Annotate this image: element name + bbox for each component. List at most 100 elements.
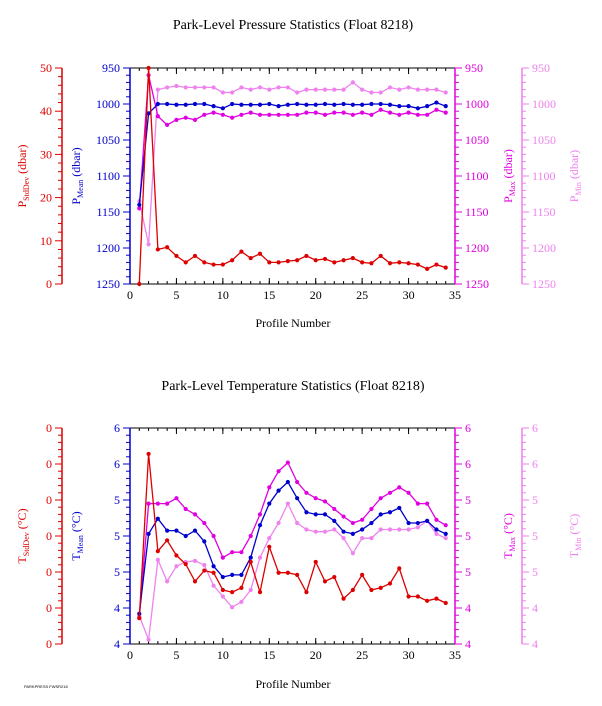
std-data-point [230,258,235,263]
x-tick-label: 30 [403,288,415,302]
min-data-point [387,527,393,532]
mean-data-point [211,564,216,569]
max-axis-label-unit: (dbar) [501,149,515,181]
max-data-point [350,112,355,117]
std-data-point [313,258,318,263]
mean-series-line [138,480,446,614]
std-data-point [332,260,337,265]
std-axis-tick-label: 0 [46,493,52,507]
min-axis-tick-label: 1250 [532,277,556,291]
std-axis-tick-label: 40 [40,104,52,118]
std-data-point [192,253,198,259]
mean-data-point [378,512,383,517]
mean-data-point [220,574,225,580]
mean-data-point [443,531,448,536]
min-data-point [415,525,420,530]
x-tick-label: 35 [449,648,461,662]
std-axis-tick-label: 0 [46,601,52,615]
max-data-point [341,514,346,519]
mean-data-point [360,527,365,532]
mean-data-point [304,102,309,107]
max-data-point [322,499,328,504]
mean-data-point [434,527,439,532]
std-data-point [211,570,216,575]
max-data-point [369,112,374,117]
mean-series-line [138,101,446,205]
max-data-point [230,550,235,555]
min-data-point [341,536,346,541]
max-data-point [137,206,142,211]
std-series-line [138,453,446,619]
mean-data-point [425,104,430,109]
max-data-point [443,110,448,115]
min-data-point [202,563,207,568]
max-data-point [387,490,393,495]
std-data-point [360,572,365,577]
std-data-point [406,261,411,266]
min-data-point [378,90,383,95]
mean-data-point [248,102,253,107]
max-data-point [230,115,235,120]
max-data-point [155,114,160,119]
std-data-point [322,579,328,584]
mean-data-point [165,528,170,533]
std-data-point [425,266,430,271]
max-data-point [211,110,216,115]
min-data-point [192,85,198,90]
min-axis-tick-label: 1000 [532,97,556,111]
mean-data-point [137,202,142,207]
mean-data-point [146,111,151,116]
max-data-point [183,115,188,120]
x-tick-label: 30 [403,648,415,662]
mean-data-point [425,518,430,523]
mean-data-point [415,106,420,111]
max-data-point [165,122,170,127]
std-data-point [202,260,207,265]
max-axis-label: PMax (dbar) [501,149,517,203]
mean-data-point [155,516,160,521]
min-axis-label-unit: (dbar) [567,150,581,182]
max-data-point [257,512,263,517]
min-axis-label: TMin (°C) [567,514,583,558]
max-data-point [406,110,411,115]
mean-data-point [220,106,225,111]
x-tick-label: 15 [263,288,275,302]
mean-data-point [304,510,309,515]
mean-axis-label-unit: (°C) [69,511,83,535]
min-axis-tick-label: 4 [532,601,538,615]
min-data-point [360,536,365,541]
max-data-point [425,112,430,117]
mean-axis-tick-label: 6 [114,457,120,471]
max-data-point [257,112,263,117]
min-data-point [211,583,216,588]
max-axis-label: TMax (°C) [501,513,517,559]
std-data-point [276,260,281,265]
max-data-point [174,117,179,122]
std-data-point [248,559,253,565]
std-data-point [304,590,309,595]
std-axis-label-main: T [15,556,29,564]
x-tick-label: 25 [356,648,368,662]
mean-axis-tick-label: 1000 [96,97,120,111]
max-axis-tick-label: 1100 [465,169,489,183]
max-data-point [165,501,170,506]
std-data-point [211,262,216,267]
min-data-point [174,83,179,89]
min-data-point [146,637,151,642]
min-axis-label-unit: (°C) [567,514,581,538]
max-data-point [248,110,253,115]
max-series-line [138,75,446,209]
mean-axis-tick-label: 5 [114,565,120,579]
std-axis-label-unit: (dbar) [15,144,29,176]
max-axis-tick-label: 950 [465,61,483,75]
std-data-point [239,585,244,590]
min-axis-label-main: P [567,195,581,202]
min-axis-tick-label: 950 [532,61,550,75]
min-data-point [276,520,281,526]
x-tick-label: 5 [173,648,179,662]
max-data-point [304,110,309,115]
max-axis-tick-label: 1250 [465,277,489,291]
max-data-point [425,501,430,506]
max-data-point [295,112,300,117]
max-data-point [276,469,281,474]
